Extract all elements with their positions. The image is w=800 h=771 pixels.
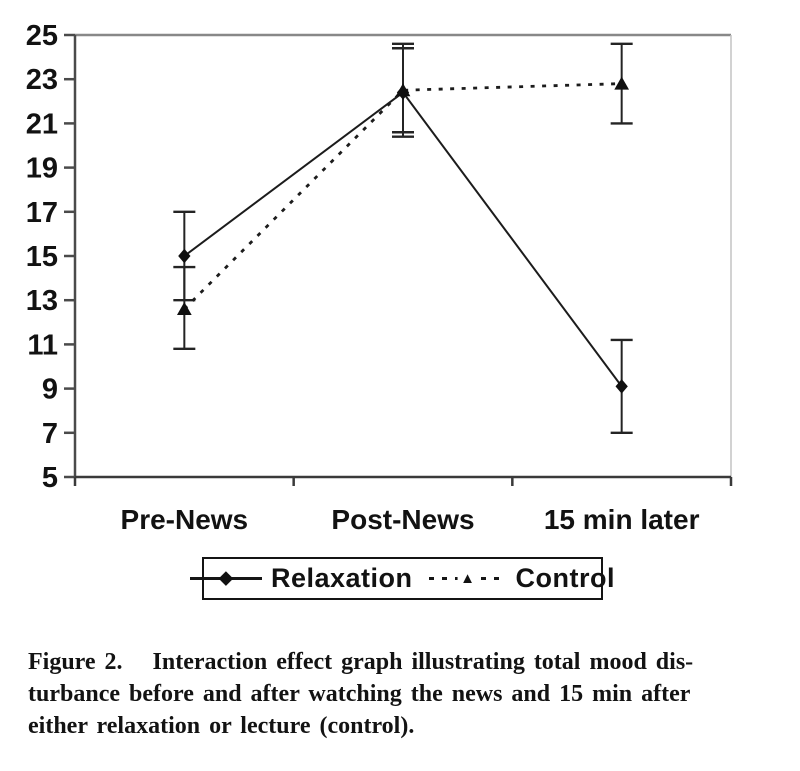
y-tick-label: 25 [26, 20, 58, 52]
figure-caption: Figure 2. Interaction effect graph illust… [28, 646, 788, 742]
y-tick-label: 9 [42, 374, 58, 406]
triangle-marker-icon: ▲ [457, 570, 478, 586]
diamond-marker-icon [178, 248, 191, 264]
x-category-label: 15 min later [544, 504, 700, 535]
legend-label-control: Control [515, 563, 616, 593]
control-line-sample: ▲ [428, 570, 507, 586]
diamond-marker-icon [615, 379, 628, 394]
caption-line-2: turbance before and after watching the n… [28, 681, 691, 707]
caption-text-1: Interaction effect graph illustrating to… [152, 649, 694, 675]
y-tick-label: 13 [26, 285, 58, 317]
y-tick-label: 17 [26, 197, 58, 229]
y-tick-label: 5 [42, 462, 58, 494]
legend-item-relaxation: ◆ Relaxation [189, 563, 413, 594]
caption-line-3: either relaxation or lecture (control). [28, 713, 415, 739]
y-tick-label: 19 [26, 153, 58, 185]
y-tick-label: 23 [26, 64, 58, 96]
chart-legend: ◆ Relaxation ▲ Control [189, 557, 615, 600]
figure-number-label: Figure 2. [28, 649, 123, 675]
y-tick-label: 15 [26, 241, 58, 273]
y-tick-label: 7 [42, 418, 58, 450]
relaxation-line-sample: ◆ [189, 568, 262, 587]
x-category-label: Post-News [331, 504, 474, 535]
markers-control [176, 76, 630, 316]
legend-item-control: ▲ Control [428, 563, 616, 594]
mood-disturbance-chart: 5 7 9 11 13 15 17 19 21 23 25 Pre-News Post-News 15 m… [26, 20, 733, 535]
y-tick-label: 21 [26, 108, 58, 140]
y-tick-label: 11 [27, 329, 58, 361]
x-category-label: Pre-News [121, 504, 249, 535]
triangle-marker-icon [176, 302, 192, 316]
triangle-marker-icon [614, 76, 630, 90]
triangle-marker-icon [395, 83, 411, 97]
diamond-marker-icon: ◆ [218, 567, 234, 589]
x-axis: Pre-News Post-News 15 min later [73, 477, 733, 535]
legend-label-relaxation: Relaxation [270, 563, 413, 593]
y-axis: 5 7 9 11 13 15 17 19 21 23 25 [26, 20, 75, 494]
caption-line-1: Figure 2. Interaction effect graph illust… [28, 646, 788, 678]
